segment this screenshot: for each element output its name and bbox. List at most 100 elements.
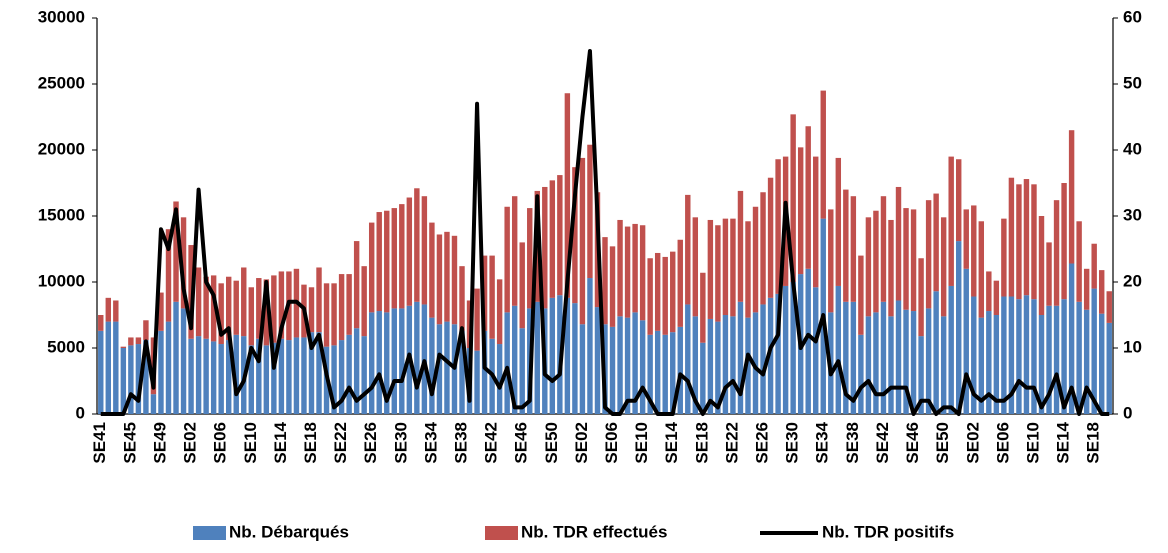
bar — [384, 312, 390, 414]
bar — [670, 332, 676, 414]
bar — [579, 157, 586, 325]
x-tick-label: SE34 — [421, 421, 440, 463]
bar — [158, 330, 164, 414]
bar — [527, 208, 533, 309]
bar — [1091, 243, 1097, 289]
bar — [421, 196, 428, 305]
y2-tick-label: 40 — [1123, 139, 1142, 158]
x-tick-label: SE02 — [572, 422, 591, 464]
bar — [180, 308, 187, 414]
x-tick-label: SE22 — [331, 422, 350, 464]
bar — [654, 252, 661, 331]
bar — [895, 186, 902, 301]
bar — [730, 218, 736, 317]
bar — [594, 307, 601, 414]
y-tick-label: 30000 — [38, 7, 85, 26]
bar — [572, 303, 578, 414]
bar — [308, 287, 315, 333]
bar — [150, 394, 157, 414]
x-tick-label: SE10 — [1023, 422, 1042, 464]
bar — [1031, 184, 1037, 300]
bar — [850, 196, 857, 302]
bar — [925, 200, 932, 309]
legend-swatch — [485, 526, 518, 540]
bar — [391, 208, 397, 309]
bar — [963, 209, 969, 269]
bar — [790, 114, 796, 282]
bar — [391, 308, 397, 414]
bar — [813, 287, 819, 414]
bar — [248, 287, 254, 346]
bar — [1061, 183, 1067, 300]
bar — [384, 210, 390, 313]
x-tick-label: SE41 — [90, 422, 109, 464]
bar — [910, 311, 917, 414]
bar — [858, 334, 864, 414]
bar — [489, 255, 495, 339]
x-tick-label: SE30 — [391, 422, 410, 464]
bar — [978, 221, 985, 318]
bar — [564, 93, 571, 298]
bar — [1046, 305, 1052, 414]
bar — [639, 225, 646, 321]
bar — [459, 266, 465, 331]
x-tick-label: SE10 — [241, 422, 260, 464]
bar — [835, 157, 842, 286]
legend-label: Nb. TDR effectués — [521, 522, 667, 541]
bar — [805, 268, 811, 414]
bar — [880, 196, 887, 302]
bar — [1038, 216, 1045, 315]
bar — [662, 334, 668, 414]
y-tick-label: 0 — [76, 403, 85, 422]
bar — [843, 301, 849, 414]
bar — [760, 304, 766, 414]
bar — [414, 301, 420, 414]
bar — [1106, 291, 1112, 323]
x-tick-label: SE22 — [722, 422, 741, 464]
bar — [692, 217, 699, 317]
x-tick-label: SE50 — [542, 422, 561, 464]
x-tick-label: SE38 — [451, 422, 470, 464]
bar — [873, 210, 879, 313]
x-tick-label: SE18 — [692, 422, 711, 464]
bar — [399, 308, 405, 414]
x-tick-label: SE45 — [120, 422, 139, 464]
bar — [143, 320, 149, 341]
bar — [210, 275, 217, 342]
bar — [436, 324, 443, 414]
bar — [271, 342, 277, 414]
bar — [256, 278, 262, 339]
bar — [986, 311, 992, 414]
bar — [113, 300, 119, 322]
bar — [128, 337, 134, 346]
bar — [481, 330, 488, 414]
bar — [451, 235, 458, 325]
bar — [353, 328, 360, 414]
bar — [632, 223, 638, 313]
bar — [752, 312, 759, 414]
bar — [715, 321, 721, 414]
legend-label: Nb. Débarqués — [229, 522, 349, 541]
bar — [745, 221, 751, 318]
bar — [557, 175, 563, 296]
bar — [767, 297, 774, 414]
bar — [1053, 305, 1060, 414]
bar — [180, 217, 187, 309]
bar — [263, 345, 270, 414]
x-tick-label: SE14 — [271, 421, 290, 463]
bar — [1068, 263, 1075, 414]
bar — [361, 266, 367, 337]
bar — [677, 239, 683, 327]
bar — [278, 271, 285, 339]
bar — [775, 159, 781, 294]
y2-tick-label: 20 — [1123, 271, 1142, 290]
bar — [323, 283, 330, 347]
bar — [1046, 242, 1052, 306]
bar — [105, 297, 111, 322]
bar — [1076, 301, 1082, 414]
x-tick-label: SE50 — [933, 422, 952, 464]
bar — [1031, 299, 1037, 414]
bar — [368, 222, 375, 313]
bar — [918, 258, 924, 337]
